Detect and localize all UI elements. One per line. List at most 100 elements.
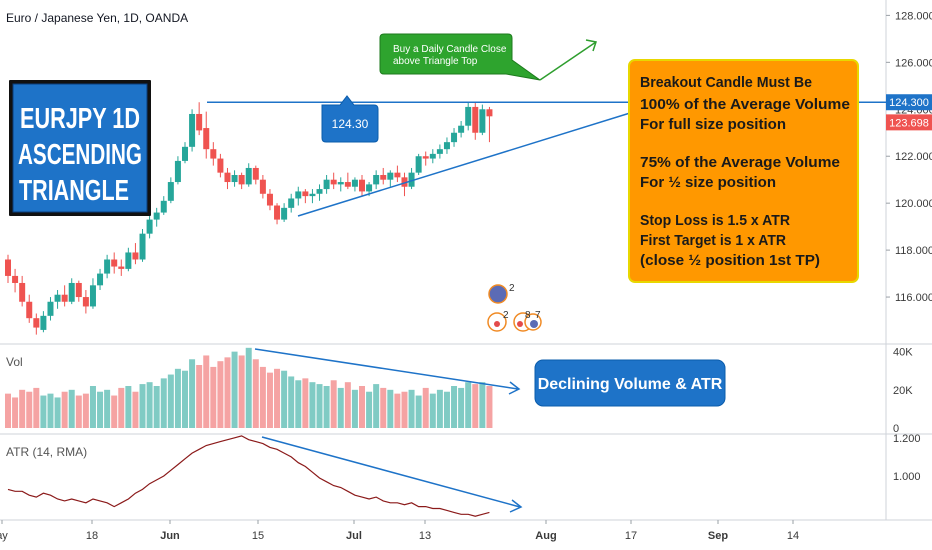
event-count-top: 2 bbox=[509, 283, 515, 294]
green-callout: Buy a Daily Candle Close above Triangle … bbox=[379, 33, 541, 81]
candle-body bbox=[146, 219, 153, 234]
volume-bar bbox=[408, 389, 415, 428]
volume-bar bbox=[61, 391, 68, 428]
candle bbox=[373, 170, 380, 190]
candle-body bbox=[19, 282, 26, 302]
event-icon-top[interactable] bbox=[488, 284, 508, 304]
candle-body bbox=[12, 275, 19, 283]
event-markers[interactable]: 2 2 8 7 bbox=[487, 283, 542, 332]
candle bbox=[217, 153, 224, 178]
volume-bar bbox=[12, 397, 19, 428]
candle-body bbox=[337, 182, 344, 185]
price-tick-label: 118.000 bbox=[895, 245, 932, 257]
candle bbox=[167, 177, 174, 204]
candle-body bbox=[330, 179, 337, 185]
volume-bar bbox=[394, 393, 401, 428]
atr-tick-label: 1.200 bbox=[893, 433, 921, 445]
candle bbox=[401, 172, 408, 197]
candle-body bbox=[415, 156, 422, 173]
candle-body bbox=[465, 106, 472, 126]
candle-body bbox=[366, 184, 373, 192]
volume-bar bbox=[323, 386, 330, 428]
symbol-title[interactable]: Euro / Japanese Yen, 1D, OANDA bbox=[6, 11, 188, 25]
volume-bar bbox=[89, 386, 96, 428]
candle-body bbox=[288, 198, 295, 208]
breakout-arrow bbox=[539, 39, 597, 81]
candle bbox=[259, 175, 266, 199]
volume-bar bbox=[359, 386, 365, 428]
volume-bar bbox=[139, 384, 146, 428]
candle-body bbox=[125, 252, 132, 269]
candle bbox=[316, 184, 323, 201]
candle bbox=[337, 177, 344, 192]
candle-body bbox=[408, 172, 415, 187]
orange-line-5: 75% of the Average Volume bbox=[640, 154, 840, 171]
time-tick-label: Jul bbox=[346, 530, 362, 542]
candle-body bbox=[210, 149, 217, 159]
candle-body bbox=[132, 252, 139, 260]
volume-bar bbox=[231, 351, 238, 428]
candle-body bbox=[422, 156, 429, 159]
candle bbox=[54, 290, 61, 309]
candle bbox=[408, 167, 415, 190]
candle bbox=[125, 247, 132, 272]
candle bbox=[47, 297, 54, 321]
volume-bar bbox=[486, 386, 493, 428]
candle bbox=[351, 177, 358, 192]
candle-body bbox=[111, 259, 118, 267]
orange-rules-box: Breakout Candle Must Be 100% of the Aver… bbox=[628, 59, 859, 283]
candle-body bbox=[203, 128, 210, 150]
candle-body bbox=[436, 149, 443, 154]
candle-body bbox=[40, 315, 47, 330]
candle bbox=[309, 189, 316, 204]
candle bbox=[451, 128, 458, 147]
candle bbox=[189, 109, 196, 152]
candle-body bbox=[486, 109, 493, 117]
candle bbox=[97, 268, 104, 291]
candle bbox=[19, 275, 26, 307]
vol-tick-label: 0 bbox=[893, 423, 899, 435]
volume-bar bbox=[167, 374, 174, 428]
candle-body bbox=[387, 172, 394, 180]
candle-body bbox=[380, 175, 387, 180]
candle bbox=[359, 175, 365, 197]
candle-body bbox=[259, 179, 266, 194]
volume-bar bbox=[415, 395, 422, 428]
price-tick-label: 126.000 bbox=[895, 57, 932, 69]
volume-trend-arrowhead bbox=[508, 381, 521, 395]
price-tick-label: 122.000 bbox=[895, 151, 932, 163]
candle-body bbox=[33, 318, 40, 328]
candle-body bbox=[75, 282, 82, 298]
time-tick-label: 17 bbox=[625, 530, 637, 542]
volume-bar bbox=[366, 391, 373, 428]
event-count-bottom-2: 8 bbox=[525, 310, 531, 321]
candle bbox=[33, 313, 40, 335]
candle-body bbox=[231, 175, 238, 183]
candle bbox=[465, 102, 472, 131]
candle-body bbox=[252, 167, 259, 180]
candle-body bbox=[429, 153, 436, 159]
candle bbox=[68, 278, 75, 305]
candle bbox=[174, 156, 181, 185]
resistance-badge-bg bbox=[886, 94, 932, 111]
title-box: EURJPY 1D ASCENDING TRIANGLE bbox=[9, 80, 151, 216]
candle-body bbox=[401, 177, 408, 187]
volume-bar bbox=[337, 387, 344, 428]
orange-line-1: Breakout Candle Must Be bbox=[640, 74, 812, 91]
candle-body bbox=[167, 182, 174, 201]
volume-bar bbox=[26, 391, 33, 428]
candle bbox=[231, 170, 238, 187]
candle bbox=[443, 137, 450, 154]
candle-body bbox=[54, 294, 61, 302]
volume-bar bbox=[19, 389, 26, 428]
resistance-badge-text: 124.300 bbox=[889, 97, 929, 109]
candle bbox=[288, 193, 295, 213]
candle-body bbox=[153, 212, 160, 220]
candle-body bbox=[160, 200, 167, 213]
candle bbox=[302, 189, 309, 204]
volume-bar bbox=[203, 355, 210, 428]
volume-bar bbox=[451, 386, 458, 428]
vol-tick-label: 20K bbox=[893, 385, 913, 397]
volume-callout-text: Declining Volume & ATR bbox=[538, 376, 723, 393]
time-tick-label: 14 bbox=[787, 530, 799, 542]
